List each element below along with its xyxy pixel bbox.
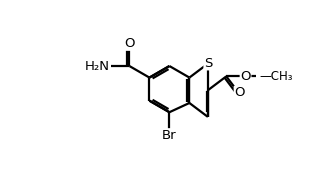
Text: O: O <box>240 70 251 83</box>
Text: Br: Br <box>162 129 177 142</box>
Text: —CH₃: —CH₃ <box>259 70 293 83</box>
Text: S: S <box>204 57 213 70</box>
Text: O: O <box>234 87 245 100</box>
Text: O: O <box>124 37 135 50</box>
Text: H₂N: H₂N <box>84 59 109 72</box>
